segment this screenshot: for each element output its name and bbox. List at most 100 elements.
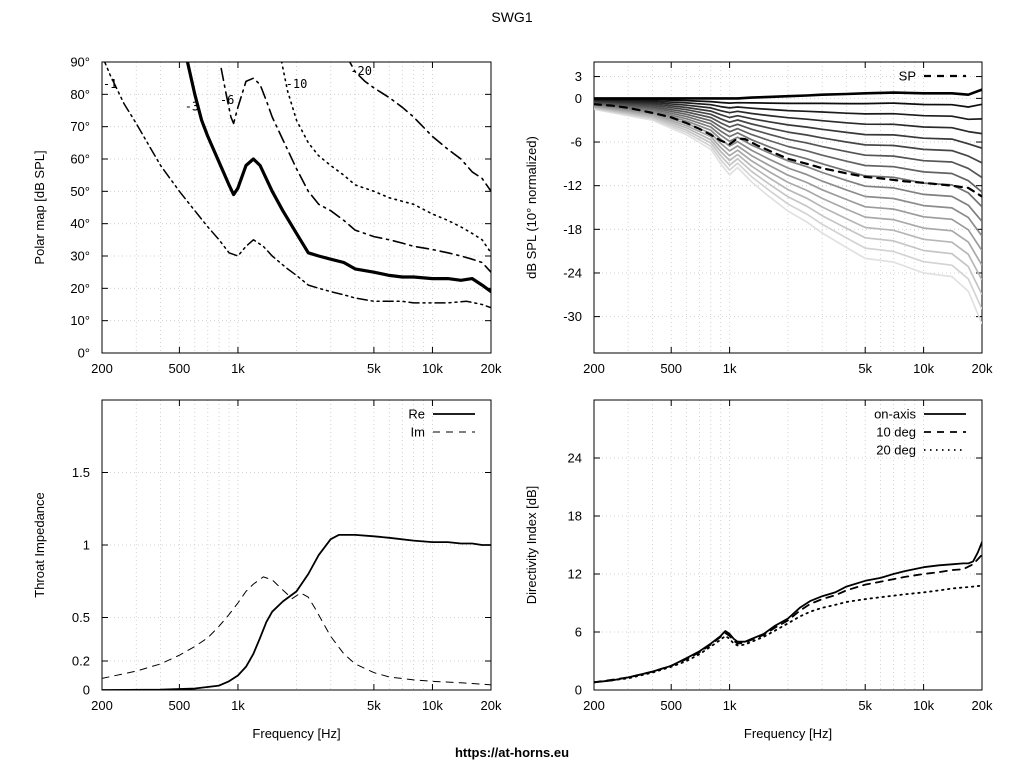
- grid: [102, 62, 491, 353]
- y-tick-label: 70°: [70, 119, 90, 134]
- y-tick-label: -30: [563, 309, 582, 324]
- y-tick-label: 0: [83, 683, 90, 698]
- x-tick-label: 200: [91, 698, 113, 713]
- contour-label: -20: [350, 64, 372, 78]
- angle-response-line: [594, 107, 982, 295]
- x-axis-label: Frequency [Hz]: [744, 726, 832, 741]
- axes-frame: [593, 399, 983, 691]
- y-tick-label: 0: [575, 683, 582, 698]
- axes-frame: [101, 61, 492, 354]
- angle-response-line: [594, 88, 982, 100]
- angle-response-line: [594, 104, 982, 237]
- series-line: [102, 576, 491, 686]
- y-tick-label: 0: [575, 91, 582, 106]
- contour-label: -10: [286, 77, 308, 91]
- x-tick-label: 10k: [422, 361, 443, 376]
- legend-label: on-axis: [874, 407, 916, 422]
- x-tick-label: 10k: [913, 361, 934, 376]
- y-tick-label: 20°: [70, 281, 90, 296]
- normalized-spl-chart: 200 500 1k 5k 10k 20k 3 0 -6 -12 -18 -24 -30 dB SPL (…: [524, 61, 993, 376]
- y-tick-label: 0.5: [72, 610, 90, 625]
- legend: on-axis 10 deg 20 deg: [874, 407, 966, 458]
- throat-impedance-chart: 200 500 1k 5k 10k 20k 0 0.2 0.5 1 1.5 Throat Impeda…: [32, 399, 502, 741]
- y-tick-label: 10°: [70, 313, 90, 328]
- x-tick-label: 200: [91, 361, 113, 376]
- angle-response-line: [594, 105, 982, 252]
- x-axis-label: Frequency [Hz]: [252, 726, 340, 741]
- y-tick-label: 40°: [70, 216, 90, 231]
- y-tick-label: 12: [568, 567, 582, 582]
- y-tick-label: 1.5: [72, 465, 90, 480]
- x-tick-label: 500: [169, 361, 191, 376]
- x-tick-label: 20k: [481, 698, 502, 713]
- angle-response-line: [594, 103, 982, 222]
- angle-response-line: [594, 98, 982, 121]
- contour-label: -3: [185, 100, 199, 114]
- angle-response-line: [594, 108, 982, 325]
- y-tick-label: -18: [563, 222, 582, 237]
- x-tick-label: 1k: [231, 361, 245, 376]
- angle-response-line: [594, 98, 982, 108]
- x-tick-label: 500: [660, 361, 682, 376]
- legend-label: Im: [411, 425, 425, 440]
- legend-label: SP: [899, 69, 916, 84]
- y-axis-label: Polar map [dB SPL]: [32, 150, 47, 264]
- y-tick-label: 18: [568, 509, 582, 524]
- x-tick-label: 1k: [723, 361, 737, 376]
- polar-map-chart: 200 500 1k 5k 10k 20k 0° 10° 20° 30° 40° 50° 60° 70° 8…: [32, 55, 502, 377]
- angle-response-line: [594, 101, 982, 179]
- x-tick-label: 10k: [422, 698, 443, 713]
- y-axis-label: Throat Impedance: [32, 492, 47, 598]
- y-axis-label: dB SPL (10° normalized): [524, 136, 539, 279]
- x-tick-label: 1k: [723, 698, 737, 713]
- contour-label: -1: [103, 77, 117, 91]
- y-tick-label: 80°: [70, 87, 90, 102]
- angle-response-line: [594, 106, 982, 281]
- y-tick-label: 0°: [78, 346, 90, 361]
- x-tick-label: 500: [169, 698, 191, 713]
- series-line: [220, 67, 491, 274]
- directivity-index-chart: 200 500 1k 5k 10k 20k 0 6 12 18 24 Directivity Inde…: [524, 399, 993, 741]
- series-line: [594, 584, 982, 684]
- angle-response-line: [594, 102, 982, 193]
- x-tick-label: 20k: [972, 698, 993, 713]
- y-tick-label: 0.2: [72, 654, 90, 669]
- x-tick-label: 5k: [858, 698, 872, 713]
- y-tick-label: 6: [575, 625, 582, 640]
- y-tick-label: -12: [563, 178, 582, 193]
- grid: [594, 400, 982, 690]
- y-tick-label: 3: [575, 69, 582, 84]
- x-tick-label: 200: [583, 361, 605, 376]
- series-line: [594, 103, 982, 198]
- x-tick-label: 20k: [972, 361, 993, 376]
- angle-response-line: [594, 100, 982, 164]
- y-tick-label: 60°: [70, 152, 90, 167]
- series-line: [594, 553, 982, 684]
- legend-label: 20 deg: [876, 443, 916, 458]
- series-line: [102, 534, 491, 690]
- figure-title: SWG1: [491, 9, 532, 25]
- x-tick-label: 200: [583, 698, 605, 713]
- x-tick-label: 5k: [367, 698, 381, 713]
- footer-url: https://at-horns.eu: [455, 745, 569, 760]
- legend: SP: [899, 69, 966, 84]
- x-tick-label: 1k: [231, 698, 245, 713]
- x-tick-label: 500: [660, 698, 682, 713]
- plot-area: [102, 534, 491, 690]
- y-tick-label: -24: [563, 265, 582, 280]
- x-tick-label: 5k: [367, 361, 381, 376]
- y-axis-label: Directivity Index [dB]: [524, 486, 539, 605]
- plot-area: [103, 62, 491, 309]
- x-tick-label: 20k: [481, 361, 502, 376]
- x-tick-label: 10k: [913, 698, 934, 713]
- legend-label: 10 deg: [876, 425, 916, 440]
- y-tick-label: 1: [83, 538, 90, 553]
- angle-response-line: [594, 105, 982, 266]
- x-tick-label: 5k: [858, 361, 872, 376]
- legend: Re Im: [408, 407, 475, 440]
- y-tick-label: 24: [568, 451, 582, 466]
- angle-response-line: [594, 99, 982, 135]
- contour-label: -6: [220, 93, 234, 107]
- legend-label: Re: [408, 407, 425, 422]
